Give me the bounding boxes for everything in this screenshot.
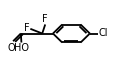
Text: F: F — [42, 14, 48, 24]
Text: O: O — [8, 43, 15, 53]
Text: HO: HO — [14, 43, 29, 53]
Text: Cl: Cl — [98, 28, 108, 39]
Text: F: F — [24, 23, 29, 34]
